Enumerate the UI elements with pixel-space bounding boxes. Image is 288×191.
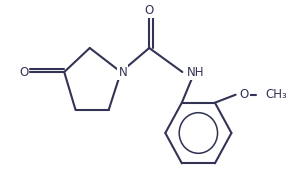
Text: CH₃: CH₃ [265, 88, 287, 101]
Text: O: O [239, 88, 249, 101]
Text: NH: NH [187, 66, 204, 79]
Text: O: O [145, 3, 154, 16]
Text: N: N [118, 66, 127, 79]
Text: O: O [19, 66, 28, 79]
